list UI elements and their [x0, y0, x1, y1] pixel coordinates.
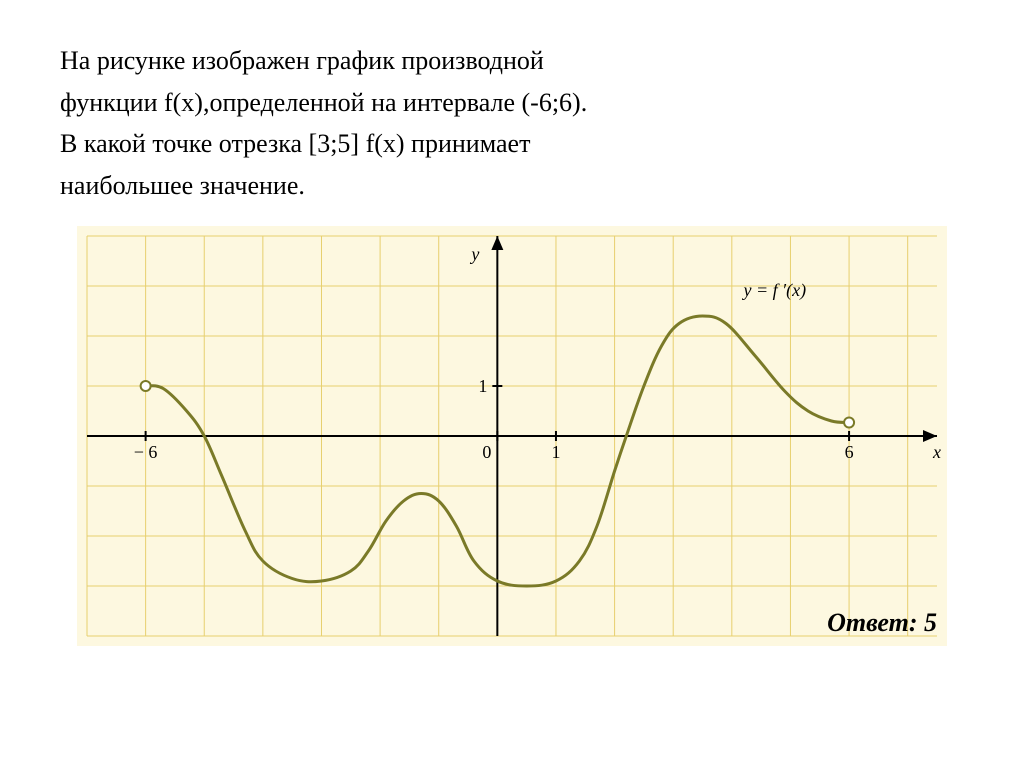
svg-text:y: y	[469, 244, 479, 264]
svg-text:1: 1	[551, 442, 560, 462]
problem-line-1: На рисунке изображен график производной	[60, 40, 964, 82]
problem-line-4: наибольшее значение.	[60, 165, 964, 207]
svg-text:6: 6	[845, 442, 854, 462]
svg-text:1: 1	[478, 376, 487, 396]
chart-container: 0 1 6 − 6 1 y x y = f ′(x) Ответ: 5	[77, 226, 947, 646]
problem-line-2: функции f(x),определенной на интервале (…	[60, 82, 964, 124]
svg-text:x: x	[932, 442, 941, 462]
answer-label: Ответ: 5	[827, 608, 937, 638]
svg-text:0: 0	[482, 442, 491, 462]
svg-text:y = f ′(x): y = f ′(x)	[742, 280, 807, 301]
problem-statement: На рисунке изображен график производной …	[60, 40, 964, 206]
problem-line-3: В какой точке отрезка [3;5] f(x) принима…	[60, 123, 964, 165]
svg-text:− 6: − 6	[134, 442, 158, 462]
derivative-chart: 0 1 6 − 6 1 y x y = f ′(x)	[77, 226, 947, 646]
